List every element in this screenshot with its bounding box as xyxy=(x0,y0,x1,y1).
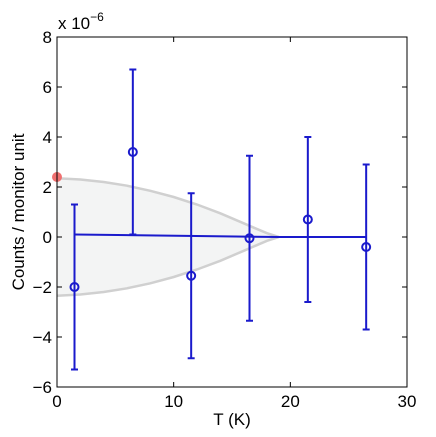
data-point xyxy=(361,242,372,252)
y-exponent-power: −6 xyxy=(90,10,104,24)
data-point xyxy=(244,233,255,244)
data-point xyxy=(127,147,138,157)
plot-frame xyxy=(56,36,408,388)
y-tick-label: 4 xyxy=(43,128,52,147)
errorbar xyxy=(187,192,195,360)
y-tick-label: −2 xyxy=(33,278,52,297)
x-tick-label: 10 xyxy=(164,392,183,411)
x-tick-label: 0 xyxy=(52,392,61,411)
y-exponent-label: x 10−6 xyxy=(58,10,104,33)
y-tick-label: 6 xyxy=(43,78,52,97)
band-fill xyxy=(57,178,279,296)
errorbar xyxy=(71,203,78,371)
band-lower-edge xyxy=(56,235,280,298)
y-tick-label: −4 xyxy=(33,328,52,347)
confidence-band xyxy=(56,177,280,298)
y-tick-label: 8 xyxy=(43,28,52,47)
axis-ticks: 0 10 20 30 −6 −4 −2 0 2 4 6 8 xyxy=(33,28,417,411)
data-point xyxy=(302,214,313,225)
y-axis-label: Counts / monitor unit xyxy=(9,133,28,290)
errorbar xyxy=(362,163,370,331)
x-axis-label: T (K) xyxy=(213,410,250,429)
errorbar xyxy=(129,68,137,236)
x-tick-label: 20 xyxy=(281,392,300,411)
band-upper-edge xyxy=(56,177,280,239)
y-tick-label: 0 xyxy=(43,228,52,247)
y-exponent-base: x 10 xyxy=(58,14,90,33)
errorbar xyxy=(246,154,253,322)
errorbar-layer xyxy=(71,68,370,371)
errorbar xyxy=(304,136,312,303)
fit-line-layer xyxy=(74,233,367,238)
y-tick-label: 2 xyxy=(43,178,52,197)
data-point xyxy=(69,282,80,292)
data-point xyxy=(186,270,197,281)
fit-line xyxy=(74,233,367,238)
x-tick-label: 30 xyxy=(398,392,417,411)
y-tick-label: −6 xyxy=(33,378,52,397)
